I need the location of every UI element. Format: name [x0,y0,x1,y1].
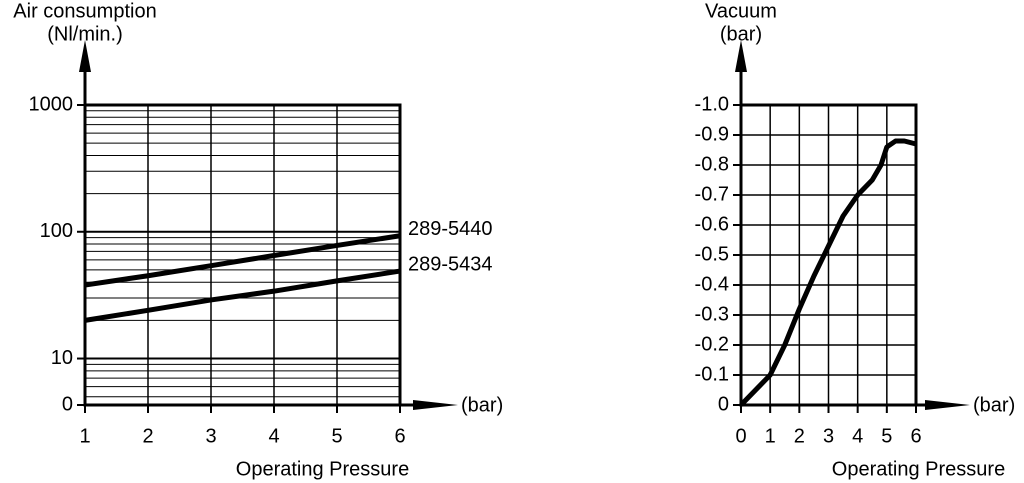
y-tick-label: -0.4 [695,273,729,295]
y-tick-label: -0.9 [695,123,729,145]
y-arrow [79,40,91,72]
y-tick-label: 100 [40,220,73,242]
x-unit: (bar) [461,394,503,416]
y-floor-label: 0 [62,393,73,415]
y-tick-label: -0.1 [695,363,729,385]
x-tick-label: 6 [910,425,921,447]
x-tick-label: 0 [735,425,746,447]
y-tick-label: -0.5 [695,243,729,265]
x-tick-label: 1 [765,425,776,447]
series-line [84,233,401,288]
y-tick-label: 10 [51,347,73,369]
y-axis-label: (bar) [720,23,762,45]
x-tick-label: 5 [881,425,892,447]
y-tick-label: 1000 [29,93,74,115]
x-arrow [925,400,970,410]
y-tick-label: -0.7 [695,183,729,205]
x-arrow [413,400,458,410]
x-axis-label: Operating Pressure [832,458,1005,480]
y-axis-label: (Nl/min.) [47,23,123,45]
x-unit: (bar) [973,394,1015,416]
y-axis-label: Air consumption [13,0,156,22]
series-label: 289-5440 [408,218,493,240]
x-tick-label: 3 [205,425,216,447]
series-line [739,138,917,407]
plot-frame [83,103,402,407]
y-tick-label: -0.8 [695,153,729,175]
x-axis-label: Operating Pressure [236,458,409,480]
x-tick-label: 2 [794,425,805,447]
y-tick-label: -0.2 [695,333,729,355]
x-tick-label: 1 [79,425,90,447]
x-tick-label: 5 [331,425,342,447]
x-tick-label: 3 [823,425,834,447]
series-line [84,268,401,323]
x-tick-label: 4 [268,425,279,447]
x-tick-label: 2 [142,425,153,447]
y-tick-label: -0.3 [695,303,729,325]
x-tick-label: 6 [394,425,405,447]
series-label: 289-5434 [408,253,493,275]
y-tick-label: 0 [718,393,729,415]
y-arrow [735,40,747,72]
x-tick-label: 4 [852,425,863,447]
y-tick-label: -0.6 [695,213,729,235]
y-axis-label: Vacuum [705,0,777,22]
y-tick-label: -1.0 [695,93,729,115]
